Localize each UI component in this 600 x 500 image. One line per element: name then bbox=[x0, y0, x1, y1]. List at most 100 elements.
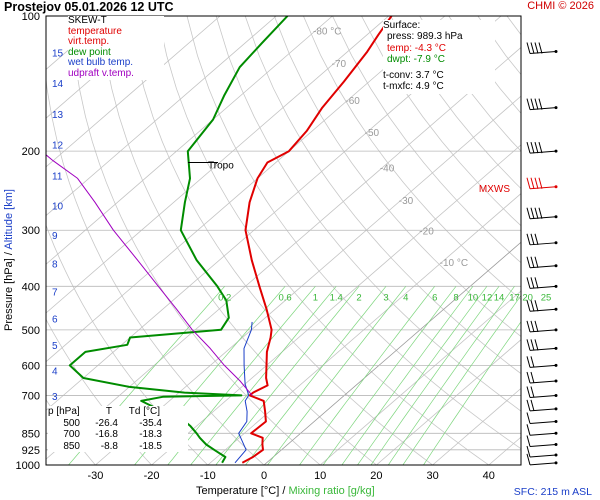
wind-barb-dot bbox=[554, 379, 558, 383]
wind-barb bbox=[526, 177, 558, 190]
mixing-ratio-label: 6 bbox=[432, 292, 437, 303]
mixing-ratio-label: 0.2 bbox=[218, 292, 231, 303]
x-axis-title-temp: Temperature [°C] bbox=[196, 485, 280, 497]
wind-barb-flag bbox=[538, 42, 543, 54]
wind-barb bbox=[526, 453, 558, 466]
wind-barb-flag bbox=[534, 98, 539, 110]
isotherm-label: -30 bbox=[399, 196, 414, 207]
wind-barb-staff bbox=[529, 462, 557, 466]
wind-barb-flag bbox=[530, 371, 535, 384]
wind-barb-flag bbox=[530, 399, 535, 412]
y-tick-label: 100 bbox=[22, 11, 40, 23]
wind-barb-flag bbox=[526, 256, 531, 268]
legend-item-updraft: udpraft v.temp. bbox=[68, 67, 134, 79]
dry-adiabat-line bbox=[215, 16, 521, 412]
y-tick-label: 925 bbox=[22, 445, 40, 457]
wind-barb-flag bbox=[534, 233, 539, 245]
table-row: 500 -26.4 -35.4 bbox=[48, 418, 188, 430]
isotherm-label: -50 bbox=[365, 128, 380, 139]
wind-barb bbox=[526, 356, 558, 368]
altitude-tick-label: 8 bbox=[52, 260, 58, 271]
isotherm-label: -20 bbox=[419, 227, 434, 238]
altitude-tick-label: 11 bbox=[52, 171, 63, 182]
wind-barb-flag bbox=[526, 233, 531, 245]
copyright-label: CHMI © 2026 bbox=[527, 0, 594, 12]
y-tick-label: 200 bbox=[22, 146, 40, 158]
wind-barb-dot bbox=[554, 461, 558, 465]
mixing-ratio-line bbox=[245, 286, 387, 465]
surface-dwpt: dwpt: -7.9 °C bbox=[387, 54, 445, 66]
table-cell: -18.3 bbox=[139, 429, 162, 441]
mixing-ratio-label: 17 bbox=[509, 292, 520, 303]
isotherm-line bbox=[46, 16, 277, 217]
wind-barb-flag bbox=[530, 339, 535, 351]
altitude-tick-label: 5 bbox=[52, 341, 58, 352]
wind-barb-flag bbox=[534, 207, 539, 219]
chart-title: Prostejov 05.01.2026 12 UTC bbox=[4, 0, 174, 14]
surface-tmxfc: t-mxfc: 4.9 °C bbox=[383, 81, 444, 93]
wind-barb-dot bbox=[554, 50, 558, 54]
isotherm-line bbox=[46, 16, 165, 119]
wind-barb-flag bbox=[526, 277, 531, 289]
altitude-tick-label: 4 bbox=[52, 367, 58, 378]
wind-barb-flag bbox=[538, 142, 543, 154]
isotherm-line bbox=[207, 193, 521, 465]
legend-item-virt-temp: virt.temp. bbox=[68, 36, 110, 48]
wind-barb-staff bbox=[529, 443, 557, 447]
dry-adiabat-line bbox=[565, 16, 600, 465]
y-tick-label: 300 bbox=[22, 225, 40, 237]
table-cell: 500 bbox=[63, 417, 80, 429]
mixing-ratio-line bbox=[388, 286, 515, 465]
wind-barb-flag bbox=[530, 142, 535, 154]
mixing-ratio-label: 10 bbox=[468, 292, 479, 303]
table-header-row: p [hPa] T Td [°C] bbox=[48, 406, 188, 418]
wind-barb-flag bbox=[534, 277, 539, 289]
mxws-label: MXWS bbox=[479, 184, 510, 195]
series-line-wet-bulb-temp- bbox=[234, 321, 253, 464]
wind-barb-flag bbox=[530, 177, 535, 189]
y-tick-label: 400 bbox=[22, 281, 40, 293]
wind-barb-flag bbox=[530, 277, 535, 289]
table-cell: 700 bbox=[63, 429, 80, 441]
y-tick-label: 600 bbox=[22, 360, 40, 372]
altitude-tick-label: 6 bbox=[52, 315, 58, 326]
wind-barb-flag bbox=[526, 386, 531, 398]
wind-barb bbox=[526, 98, 558, 111]
wind-barb-dot bbox=[554, 346, 558, 350]
mixing-ratio-line bbox=[341, 286, 474, 465]
legend-item-temperature: temperature bbox=[68, 25, 122, 37]
wind-barb bbox=[526, 300, 558, 312]
altitude-tick-label: 10 bbox=[52, 202, 64, 213]
series-line-udpraft-v-temp- bbox=[46, 154, 253, 396]
wind-barb-staff bbox=[529, 432, 557, 436]
mixing-ratio-label: 2 bbox=[356, 292, 361, 303]
wind-barb-flag bbox=[526, 412, 531, 424]
mixing-ratio-line bbox=[370, 286, 500, 465]
wind-barb bbox=[526, 399, 558, 412]
wind-barb-flag bbox=[526, 424, 531, 436]
isotherm-label: -40 bbox=[380, 164, 395, 175]
isotherm-line bbox=[319, 290, 521, 465]
surface-temp: temp: -4.3 °C bbox=[387, 42, 447, 54]
table-cell: -35.4 bbox=[139, 417, 162, 429]
wind-barb-flag bbox=[538, 98, 543, 110]
wind-barb bbox=[526, 339, 558, 351]
wind-barb-dot bbox=[554, 307, 558, 311]
table-cell: -18.5 bbox=[139, 440, 162, 452]
mixing-ratio-label: 3 bbox=[383, 292, 388, 303]
isotherm-label: -60 bbox=[345, 96, 360, 107]
wind-barb-flag bbox=[534, 177, 539, 189]
wind-barb-flag bbox=[526, 453, 531, 465]
legend-title: SKEW-T bbox=[68, 15, 107, 26]
wind-barb-flag bbox=[530, 233, 535, 245]
wind-barb bbox=[526, 142, 558, 154]
wind-barb bbox=[526, 42, 558, 55]
wind-barb-flag bbox=[526, 435, 531, 447]
isotherm-line bbox=[46, 16, 389, 314]
x-tick-label: 40 bbox=[483, 470, 495, 482]
x-tick-label: 0 bbox=[261, 470, 267, 482]
table-header-td: Td [°C] bbox=[128, 406, 160, 417]
wind-barb bbox=[526, 207, 558, 220]
dry-adiabat-line bbox=[361, 16, 521, 227]
